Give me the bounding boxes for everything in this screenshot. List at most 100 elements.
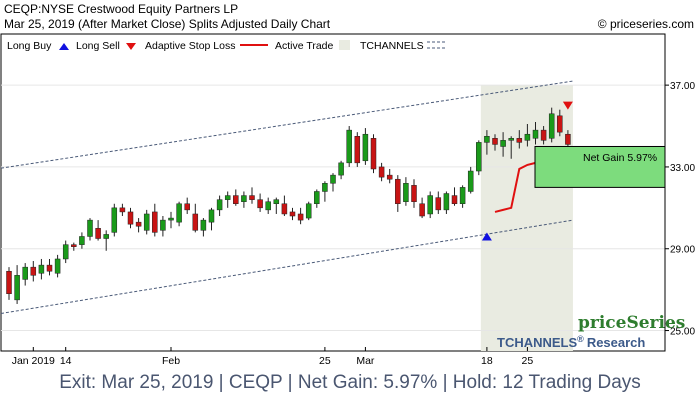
candle-body — [160, 219, 166, 231]
candle-body — [395, 178, 401, 204]
candle — [532, 121, 539, 145]
candles — [6, 107, 571, 304]
tchannels-lines — [0, 80, 573, 314]
candle — [184, 197, 190, 214]
legend-active-trade: Active Trade — [275, 40, 334, 52]
candle — [281, 195, 288, 217]
candle — [443, 191, 450, 214]
candle — [322, 181, 328, 202]
candle-body — [135, 221, 142, 227]
y-tick-label: 29.00 — [670, 245, 695, 256]
candle-body — [459, 187, 466, 204]
candle-body — [508, 138, 514, 141]
candle-body — [38, 264, 45, 274]
candle-body — [443, 193, 450, 211]
candle — [233, 189, 239, 206]
candle — [435, 191, 442, 214]
candle-body — [184, 203, 190, 211]
candle — [419, 197, 425, 219]
candle-body — [62, 244, 69, 260]
legend-long-sell: Long Sell — [76, 40, 120, 52]
candle-body — [111, 207, 118, 233]
y-tick-label: 33.00 — [670, 163, 695, 174]
candle-body — [322, 183, 328, 192]
candle-body — [200, 219, 207, 231]
candle-body — [143, 213, 150, 231]
candle-body — [249, 195, 255, 200]
candle-body — [305, 203, 312, 219]
candle-body — [540, 129, 547, 141]
candle — [427, 191, 433, 219]
candle-body — [548, 113, 555, 139]
candle-body — [152, 211, 158, 233]
candle — [111, 203, 118, 237]
candle-body — [103, 234, 109, 239]
x-tick-label: Mar — [356, 355, 375, 367]
candle — [265, 197, 271, 214]
candle-body — [476, 142, 482, 172]
candle — [168, 211, 174, 229]
registered-mark: ® — [577, 334, 584, 344]
candle — [224, 191, 231, 208]
x-tick-label: Feb — [162, 355, 180, 367]
candle — [346, 126, 352, 167]
candle-body — [330, 174, 336, 184]
candle-body — [354, 136, 361, 164]
candle-body — [532, 129, 539, 139]
candle-body — [524, 133, 531, 141]
candle-body — [71, 244, 77, 247]
candle-body — [6, 270, 12, 294]
candle — [127, 207, 134, 229]
candle-body — [54, 258, 61, 274]
candle — [370, 134, 377, 174]
candle — [38, 258, 45, 280]
candle — [160, 216, 166, 237]
candle-body — [419, 203, 425, 217]
candle — [386, 168, 393, 184]
candle-body — [492, 138, 498, 145]
candle — [451, 187, 458, 206]
candle-body — [289, 211, 296, 217]
candle-body — [233, 195, 239, 204]
candle — [338, 160, 344, 180]
candle — [192, 203, 199, 233]
candle — [46, 258, 53, 276]
candle — [395, 175, 401, 212]
x-tick-label: 18 — [481, 355, 493, 367]
candle-body — [467, 170, 474, 192]
candle-body — [370, 138, 377, 170]
candle — [103, 230, 109, 251]
legend: Long Buy Long Sell Adaptive Stop Loss Ac… — [7, 40, 447, 52]
long-buy-icon — [59, 43, 69, 50]
priceseries-watermark: priceSeries — [578, 313, 685, 333]
candle-body — [427, 195, 433, 215]
candle-body — [30, 266, 37, 276]
candle — [71, 242, 77, 251]
candle-body — [346, 129, 352, 164]
candle — [54, 254, 61, 278]
candle — [6, 267, 12, 300]
candle-body — [192, 213, 199, 231]
x-tick-label: 14 — [60, 355, 72, 367]
candle — [216, 195, 223, 217]
candle-body — [378, 166, 385, 178]
candle — [30, 261, 37, 282]
candle — [289, 207, 296, 221]
date-subtitle: Mar 25, 2019 (After Market Close) Splits… — [4, 17, 331, 31]
candle-body — [403, 183, 409, 202]
candle — [200, 218, 207, 237]
price-chart: 37.00 33.00 29.00 25.00 Jan 2019 14 Feb 25 Mar 1… — [0, 33, 695, 367]
candle — [540, 126, 547, 145]
sell-arrow-icon — [562, 101, 573, 110]
candle — [297, 207, 304, 225]
candle-body — [565, 133, 571, 145]
net-gain-label: Net Gain 5.97% — [583, 152, 657, 164]
candle-body — [127, 211, 134, 225]
candle-body — [297, 213, 304, 221]
candle-body — [22, 266, 28, 280]
y-tick-label: 37.00 — [670, 81, 695, 92]
candle — [548, 107, 555, 143]
candle — [354, 132, 361, 167]
candle-body — [14, 275, 20, 301]
buy-arrow-icon — [481, 232, 492, 241]
